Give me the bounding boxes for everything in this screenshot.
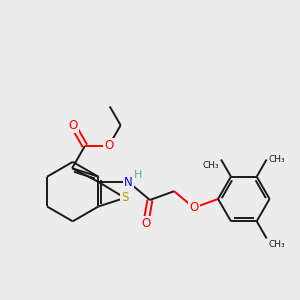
Text: CH₃: CH₃ (268, 155, 285, 164)
Text: CH₃: CH₃ (202, 161, 219, 170)
Text: O: O (68, 119, 78, 132)
Text: CH₃: CH₃ (268, 240, 285, 249)
Text: S: S (121, 191, 128, 204)
Text: H: H (134, 170, 142, 180)
Text: N: N (124, 176, 133, 189)
Text: O: O (189, 201, 199, 214)
Text: O: O (104, 140, 113, 152)
Text: O: O (141, 217, 150, 230)
